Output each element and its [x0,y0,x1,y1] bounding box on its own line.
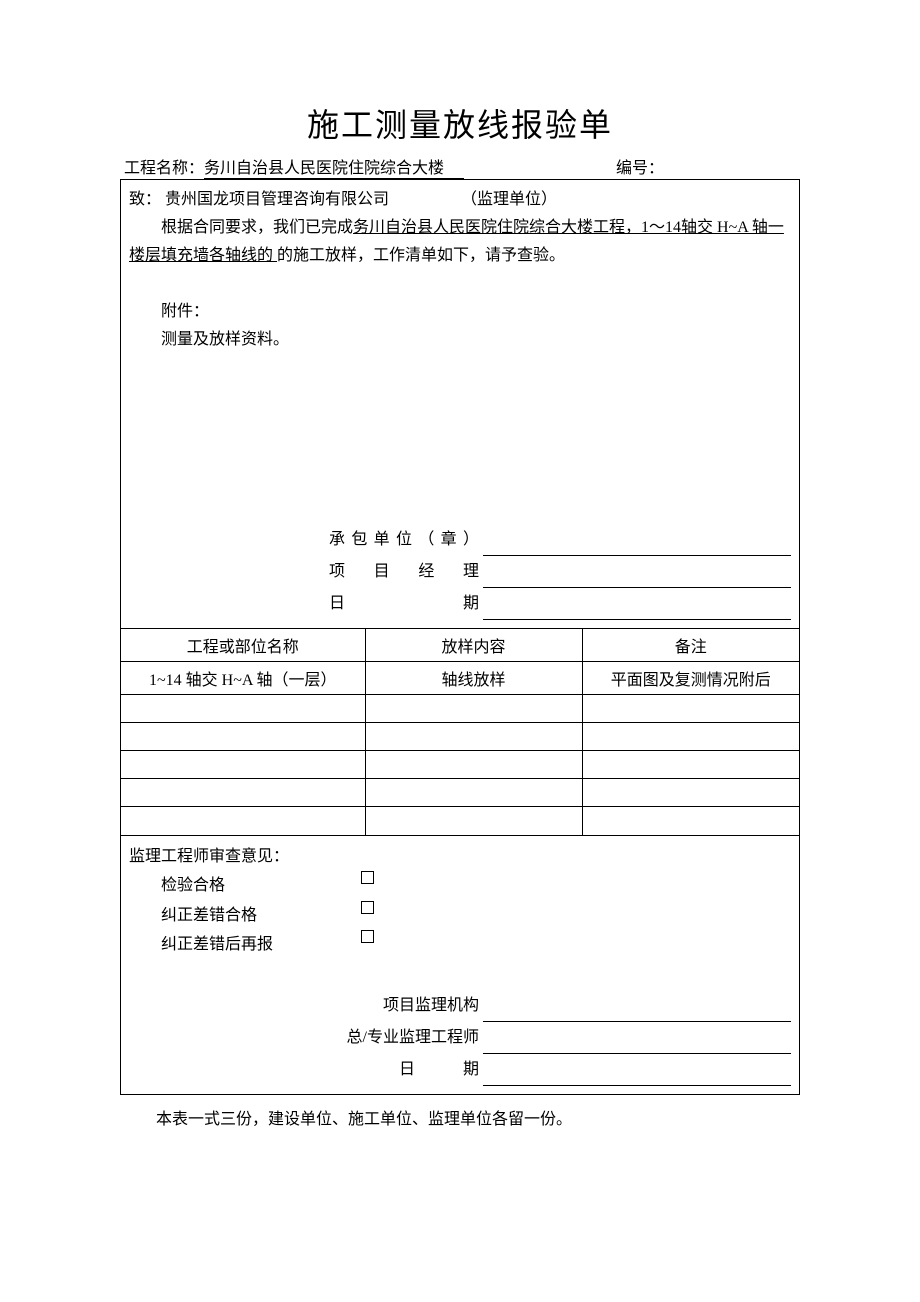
table-cell [121,751,365,779]
sig-pm-row: 项 目 经 理 [329,556,791,588]
table-cell [121,723,365,751]
intro-prefix: 根据合同要求，我们已完成 [161,219,353,236]
table-cell [365,751,582,779]
table-cell [365,695,582,723]
table-cell [582,751,799,779]
attachment-label: 附件： [129,298,791,326]
sig-pm-label: 项 目 经 理 [329,556,479,588]
table-cell [121,695,365,723]
table-cell [582,779,799,807]
main-form-box: 致： 贵州国龙项目管理咨询有限公司 （监理单位） 根据合同要求，我们已完成务川自… [120,179,800,1095]
sig-org-row: 项目监理机构 [129,990,791,1022]
sig-date-row: 日 期 [329,588,791,620]
project-name-field: 工程名称：务川自治县人民医院住院综合大楼 [124,154,616,179]
table-row: 1~14 轴交 H~A 轴（一层） 轴线放样 平面图及复测情况附后 [121,662,799,695]
table-row [121,723,799,751]
header-row: 工程名称：务川自治县人民医院住院综合大楼 编号： [120,154,800,179]
contractor-signature-block: 承包单位（章） 项 目 经 理 日 期 [129,524,791,620]
check-label-1: 检验合格 [161,871,361,901]
attachment-text: 测量及放样资料。 [129,326,791,354]
table-cell [121,779,365,807]
table-cell: 1~14 轴交 H~A 轴（一层） [121,662,365,695]
table-cell [365,807,582,835]
footer-note: 本表一式三份，建设单位、施工单位、监理单位各留一份。 [120,1095,800,1139]
sig-date2-label: 日 期 [129,1054,479,1086]
check-row-3: 纠正差错后再报 [129,930,791,960]
sig-date-line[interactable] [483,600,791,620]
addressee-line: 致： 贵州国龙项目管理咨询有限公司 （监理单位） [129,186,791,214]
sig-engineer-row: 总/专业监理工程师 [129,1022,791,1054]
check-row-2: 纠正差错合格 [129,901,791,931]
table-cell [121,807,365,835]
sig-date-label: 日 期 [329,588,479,620]
number-field: 编号： [616,154,796,179]
review-title: 监理工程师审查意见： [129,842,791,872]
sig-contractor-label: 承包单位（章） [329,524,479,556]
intro-suffix: 的施工放样，工作清单如下，请予查验。 [277,247,565,264]
check-row-1: 检验合格 [129,871,791,901]
check-label-2: 纠正差错合格 [161,901,361,931]
table-cell [582,723,799,751]
check-label-3: 纠正差错后再报 [161,930,361,960]
to-role: （监理单位） [469,191,557,208]
table-cell [582,807,799,835]
intro-paragraph: 根据合同要求，我们已完成务川自治县人民医院住院综合大楼工程，1～14轴交 H~A… [129,214,791,270]
sig-org-label: 项目监理机构 [129,990,479,1022]
table-row [121,751,799,779]
sig-engineer-line[interactable] [483,1034,791,1054]
table-cell [365,723,582,751]
table-row [121,695,799,723]
sig-date2-row: 日 期 [129,1054,791,1086]
checkbox-2[interactable] [361,901,374,914]
sig-date2-line[interactable] [483,1066,791,1086]
table-cell: 平面图及复测情况附后 [582,662,799,695]
document-title: 施工测量放线报验单 [120,100,800,146]
table-header-1: 工程或部位名称 [121,629,365,662]
table-header-row: 工程或部位名称 放样内容 备注 [121,629,799,662]
project-name-value: 务川自治县人民医院住院综合大楼 [204,154,464,179]
table-cell: 轴线放样 [365,662,582,695]
table-header-3: 备注 [582,629,799,662]
top-section: 致： 贵州国龙项目管理咨询有限公司 （监理单位） 根据合同要求，我们已完成务川自… [121,180,799,628]
supervisor-signature-block: 项目监理机构 总/专业监理工程师 日 期 [129,990,791,1086]
to-label: 致： [129,191,161,208]
sig-engineer-label: 总/专业监理工程师 [129,1022,479,1054]
checkbox-1[interactable] [361,871,374,884]
to-company: 贵州国龙项目管理咨询有限公司 [165,191,389,208]
bottom-section: 监理工程师审查意见： 检验合格 纠正差错合格 纠正差错后再报 项目监理机构 总/… [121,835,799,1094]
table-header-2: 放样内容 [365,629,582,662]
project-label: 工程名称： [124,160,204,177]
checkbox-3[interactable] [361,930,374,943]
table-row [121,779,799,807]
sig-contractor-line[interactable] [483,536,791,556]
table-cell [365,779,582,807]
table-row [121,807,799,835]
sig-pm-line[interactable] [483,568,791,588]
sig-contractor-row: 承包单位（章） [329,524,791,556]
number-label: 编号： [616,160,664,177]
table-cell [582,695,799,723]
data-table: 工程或部位名称 放样内容 备注 1~14 轴交 H~A 轴（一层） 轴线放样 平… [121,628,799,835]
sig-org-line[interactable] [483,1002,791,1022]
